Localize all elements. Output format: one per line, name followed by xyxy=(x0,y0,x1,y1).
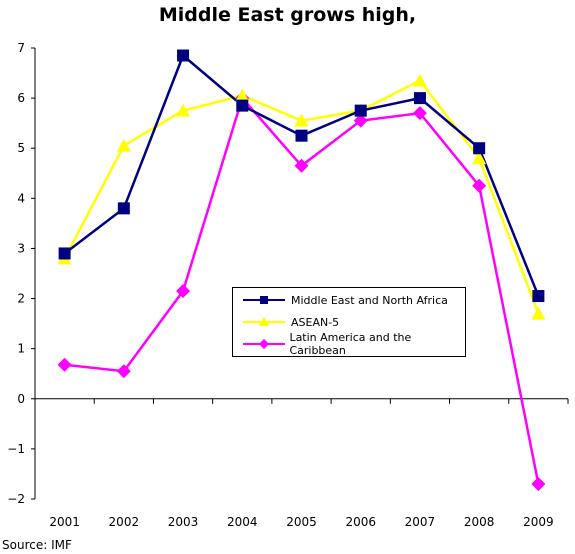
data-point-square xyxy=(532,290,545,303)
legend-label-asean: ASEAN-5 xyxy=(291,315,340,329)
legend-item-latam: Latin America and the Caribbean xyxy=(241,331,465,357)
data-point-square xyxy=(295,129,308,142)
y-tick-label: −2 xyxy=(7,492,25,506)
data-point-square xyxy=(117,202,130,215)
legend-label-mena: Middle East and North Africa xyxy=(291,293,448,307)
data-point-diamond xyxy=(116,364,131,379)
x-tick-label: 2003 xyxy=(168,515,199,529)
data-point-square xyxy=(473,142,486,155)
data-point-diamond xyxy=(57,357,72,372)
y-tick-label: 4 xyxy=(17,191,25,205)
series-markers xyxy=(57,49,546,491)
source-note: Source: IMF xyxy=(2,538,72,552)
y-tick-label: 2 xyxy=(17,292,25,306)
tick-labels: 7 6 5 4 3 2 1 0 −1 −2 2001 2002 2003 2004 2005 2006 2007… xyxy=(7,41,553,529)
legend-swatch-latam xyxy=(243,339,285,349)
y-tick-label: −1 xyxy=(7,442,25,456)
legend-item-mena: Middle East and North Africa xyxy=(241,292,448,308)
y-tick-label: 3 xyxy=(17,241,25,255)
data-point-diamond xyxy=(176,284,191,299)
data-point-triangle xyxy=(176,103,191,117)
data-point-diamond xyxy=(353,113,368,128)
legend-swatch-asean xyxy=(243,317,285,326)
legend-swatch-mena xyxy=(243,296,285,304)
legend-item-asean: ASEAN-5 xyxy=(241,314,339,330)
y-tick-label: 6 xyxy=(17,91,25,105)
data-point-square xyxy=(177,49,190,62)
data-point-triangle xyxy=(294,113,309,127)
data-point-diamond xyxy=(472,178,487,193)
x-tick-label: 2007 xyxy=(405,515,436,529)
data-point-triangle xyxy=(531,306,546,320)
x-tick-label: 2005 xyxy=(286,515,317,529)
legend-label-latam: Latin America and the Caribbean xyxy=(289,331,412,357)
data-point-diamond xyxy=(412,106,427,121)
y-tick-label: 0 xyxy=(17,392,25,406)
data-point-triangle xyxy=(412,73,427,87)
chart-title: Middle East grows high, xyxy=(158,4,417,26)
data-point-diamond xyxy=(531,476,546,491)
data-point-diamond xyxy=(294,158,309,173)
series-line-0 xyxy=(63,53,540,297)
x-tick-label: 2009 xyxy=(523,515,554,529)
data-point-triangle xyxy=(116,138,131,152)
x-tick-label: 2002 xyxy=(109,515,140,529)
y-tick-label: 5 xyxy=(17,141,25,155)
data-point-square xyxy=(236,99,249,112)
axes xyxy=(31,47,569,500)
legend: Middle East and North Africa ASEAN-5 Lat… xyxy=(232,287,466,357)
x-tick-label: 2001 xyxy=(49,515,80,529)
y-tick-label: 7 xyxy=(17,41,25,55)
x-tick-label: 2004 xyxy=(227,515,258,529)
data-point-square xyxy=(354,104,367,117)
data-point-triangle xyxy=(472,151,487,165)
data-point-square xyxy=(413,92,426,105)
data-point-triangle xyxy=(235,88,250,102)
x-tick-label: 2008 xyxy=(464,515,495,529)
data-point-square xyxy=(58,247,71,260)
y-tick-label: 1 xyxy=(17,342,25,356)
x-tick-label: 2006 xyxy=(345,515,376,529)
